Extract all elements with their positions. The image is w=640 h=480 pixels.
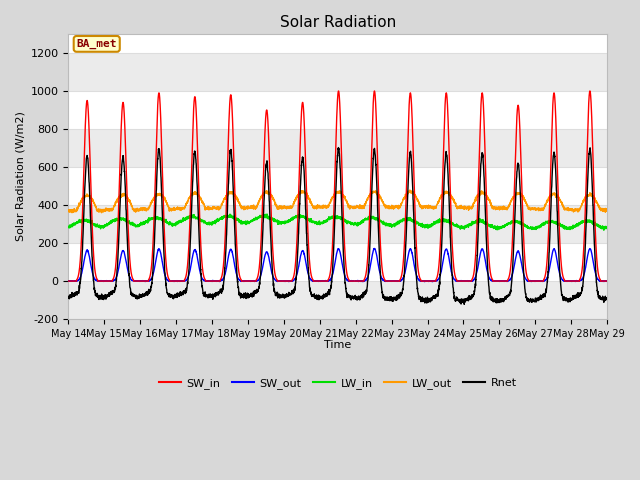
Bar — [68, 53, 607, 91]
Bar — [68, 205, 607, 243]
Y-axis label: Solar Radiation (W/m2): Solar Radiation (W/m2) — [15, 111, 25, 241]
Bar — [68, 281, 607, 319]
Text: BA_met: BA_met — [77, 39, 117, 49]
X-axis label: Time: Time — [324, 340, 351, 350]
Title: Solar Radiation: Solar Radiation — [280, 15, 396, 30]
Legend: SW_in, SW_out, LW_in, LW_out, Rnet: SW_in, SW_out, LW_in, LW_out, Rnet — [154, 373, 521, 393]
Bar — [68, 129, 607, 167]
